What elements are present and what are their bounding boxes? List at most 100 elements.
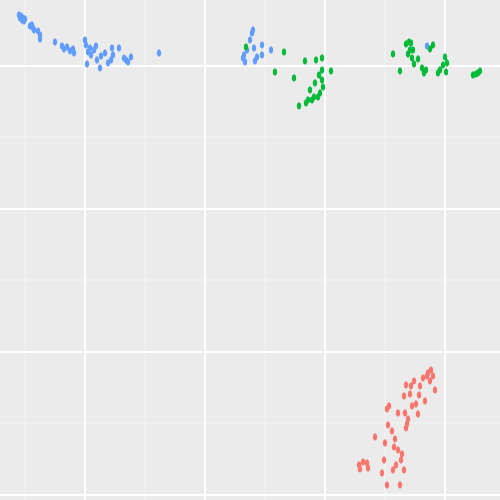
data-point-series-2: [319, 76, 325, 84]
data-point-series-1: [102, 49, 108, 57]
data-point-series-2: [307, 86, 313, 94]
data-point-series-3: [381, 456, 387, 464]
data-point-series-2: [320, 83, 326, 91]
data-point-series-3: [399, 450, 405, 458]
data-point-series-2: [316, 71, 322, 79]
data-point-series-2: [390, 50, 396, 58]
data-point-series-3: [379, 469, 385, 477]
data-point-series-3: [430, 372, 436, 380]
data-point-series-3: [395, 409, 401, 417]
data-point-series-3: [397, 481, 403, 489]
data-point-series-1: [64, 43, 70, 51]
data-point-series-1: [22, 15, 28, 23]
data-point-series-3: [428, 366, 434, 374]
data-point-series-3: [389, 427, 395, 435]
data-point-series-2: [409, 54, 415, 62]
data-point-series-2: [410, 46, 416, 54]
data-point-series-3: [413, 400, 419, 408]
data-point-series-3: [360, 458, 366, 466]
data-point-series-3: [401, 466, 407, 474]
data-point-series-2: [411, 60, 417, 68]
data-point-series-3: [372, 433, 378, 441]
data-point-series-2: [443, 68, 449, 76]
data-point-series-2: [312, 79, 318, 87]
data-point-series-1: [31, 26, 37, 34]
data-point-series-2: [477, 67, 483, 75]
data-point-series-1: [259, 41, 265, 49]
data-point-series-3: [386, 402, 392, 410]
data-point-series-2: [281, 48, 287, 56]
data-point-series-1: [254, 53, 260, 61]
data-point-series-3: [401, 392, 407, 400]
data-point-series-3: [382, 439, 388, 447]
data-point-series-3: [411, 377, 417, 385]
data-point-series-2: [423, 66, 429, 74]
data-point-series-3: [403, 381, 409, 389]
data-point-series-1: [128, 53, 134, 61]
data-point-series-1: [251, 44, 257, 52]
data-point-series-2: [397, 67, 403, 75]
data-point-series-1: [241, 51, 247, 59]
data-point-series-3: [393, 461, 399, 469]
data-point-series-2: [243, 43, 249, 51]
data-point-series-2: [272, 68, 278, 76]
data-point-series-1: [87, 44, 93, 52]
data-point-series-2: [317, 89, 323, 97]
data-point-series-1: [268, 46, 274, 54]
data-point-series-2: [430, 41, 436, 49]
data-point-series-1: [97, 64, 103, 72]
data-point-series-1: [84, 60, 90, 68]
data-point-series-1: [93, 42, 99, 50]
data-point-series-3: [416, 391, 422, 399]
data-point-series-2: [313, 56, 319, 64]
data-point-series-3: [405, 415, 411, 423]
data-point-series-1: [242, 58, 248, 66]
data-point-series-2: [296, 102, 302, 110]
data-point-series-3: [420, 374, 426, 382]
data-point-series-3: [365, 464, 371, 472]
data-point-series-3: [391, 443, 397, 451]
data-point-series-1: [83, 41, 89, 49]
data-point-series-3: [357, 465, 363, 473]
data-point-series-3: [417, 382, 423, 390]
data-point-series-3: [407, 390, 413, 398]
data-point-series-2: [440, 61, 446, 69]
data-point-series-2: [328, 67, 334, 75]
data-point-series-2: [415, 55, 421, 63]
data-point-series-1: [71, 49, 77, 57]
data-point-series-1: [94, 56, 100, 64]
data-point-series-2: [408, 39, 414, 47]
data-point-series-2: [311, 93, 317, 101]
data-point-series-2: [305, 96, 311, 104]
data-point-series-1: [98, 52, 104, 60]
data-point-series-1: [259, 51, 265, 59]
data-point-series-1: [37, 35, 43, 43]
data-point-series-1: [110, 51, 116, 59]
data-points: [16, 11, 483, 489]
data-point-series-1: [125, 58, 131, 66]
data-point-series-2: [427, 45, 433, 53]
data-point-series-2: [319, 66, 325, 74]
data-point-series-2: [291, 74, 297, 82]
data-point-series-3: [385, 421, 391, 429]
data-point-series-2: [437, 66, 443, 74]
data-point-series-3: [390, 466, 396, 474]
data-point-series-3: [427, 377, 433, 385]
data-point-series-2: [444, 59, 450, 67]
data-point-series-1: [116, 44, 122, 52]
data-point-series-3: [384, 481, 390, 489]
data-point-series-3: [392, 435, 398, 443]
data-point-series-3: [398, 456, 404, 464]
data-point-series-1: [88, 51, 94, 59]
data-point-series-2: [442, 53, 448, 61]
data-point-series-1: [247, 36, 253, 44]
data-point-series-2: [319, 54, 325, 62]
data-point-series-1: [52, 38, 58, 46]
data-point-series-2: [302, 57, 308, 65]
data-point-series-3: [408, 382, 414, 390]
data-point-series-3: [415, 410, 421, 418]
data-point-series-3: [395, 446, 401, 454]
data-point-series-3: [432, 386, 438, 394]
